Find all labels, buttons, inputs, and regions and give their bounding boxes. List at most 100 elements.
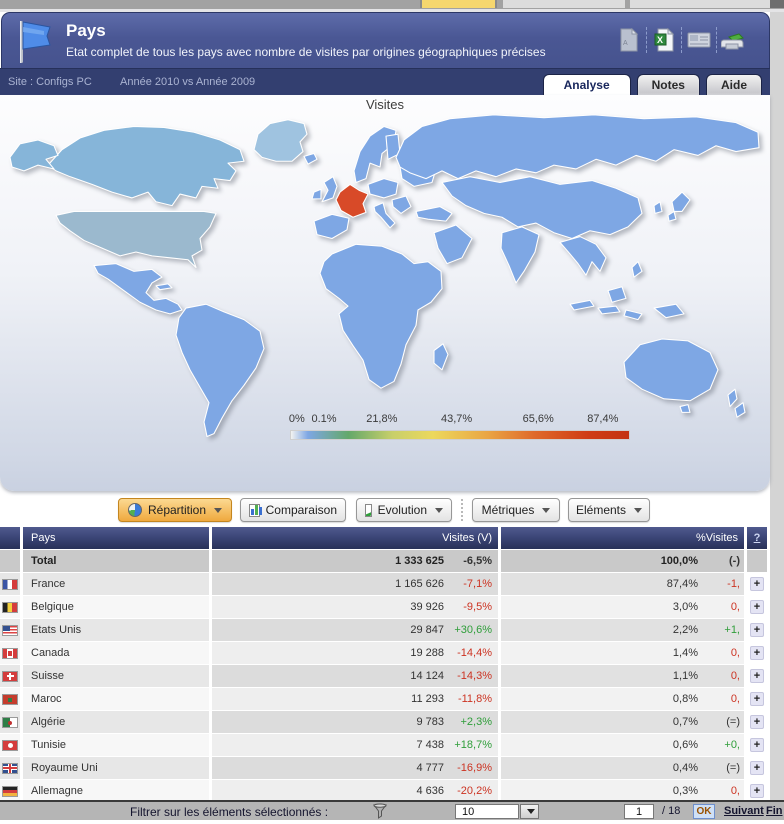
pct-value: 0,3% [672,785,698,797]
caret-down-icon [526,809,535,814]
legend-label: 87,4% [587,413,619,425]
table-row[interactable]: Etats Unis 29 847 +30,6% 2,2% +1, + [0,619,770,641]
pct-value: 1,4% [672,647,698,659]
table-row[interactable]: Suisse 14 124 -14,3% 1,1% 0, + [0,665,770,687]
country-name: Suisse [23,665,209,687]
email-icon[interactable] [686,25,712,55]
tab-notes[interactable]: Notes [636,74,700,95]
visites-evolution: -14,4% [457,647,492,659]
country-name: Canada [23,642,209,664]
excel-export-icon[interactable]: X [651,25,677,55]
table-row[interactable]: Algérie 9 783 +2,3% 0,7% (=) + [0,711,770,733]
header-pct-visites: %Visites [501,527,744,549]
world-choropleth-map[interactable] [4,111,766,456]
button-label: Eléments [575,503,627,517]
map-panel: Visites [0,95,770,491]
pct-value: 3,0% [672,601,698,613]
tab-aide[interactable]: Aide [705,74,762,95]
header-visites: Visites (V) [212,527,498,549]
visites-evolution: +18,7% [454,739,492,751]
icon-separator [716,27,717,53]
visites-value: 1 165 626 [395,578,444,590]
site-label: Site : Configs PC [8,76,92,88]
ok-button[interactable]: OK [693,804,715,819]
visites-evolution: -16,9% [457,762,492,774]
visites-evolution: +30,6% [454,624,492,636]
evolution-button[interactable]: Evolution [356,498,452,522]
country-flag [2,601,18,613]
right-gutter [770,12,784,800]
expand-row-button[interactable]: + [750,669,764,683]
elements-button[interactable]: Eléments [568,498,650,522]
button-label: Métriques [481,503,535,517]
period-label: Année 2010 vs Année 2009 [120,76,256,88]
table-row[interactable]: Canada 19 288 -14,4% 1,4% 0, + [0,642,770,664]
tab-bar: Analyse Notes Aide [537,74,762,95]
legend-label: 0.1% [311,413,337,425]
country-name: Algérie [23,711,209,733]
top-tab[interactable] [630,0,770,8]
page-title: Pays [66,21,106,40]
table-row[interactable]: Allemagne 4 636 -20,2% 0,3% 0, + [0,780,770,802]
comparaison-button[interactable]: Comparaison [240,498,346,522]
button-label: Evolution [377,503,427,517]
total-pages-label: / 18 [662,805,681,817]
header-help-col: ? [747,527,767,549]
caret-down-icon[interactable] [435,507,443,513]
caret-down-icon[interactable] [634,507,643,513]
legend-label: 43,7% [440,413,473,425]
print-icon[interactable] [721,25,747,55]
country-flag [2,716,18,728]
country-flag [2,785,18,797]
toolbar-separator [461,499,463,521]
pct-evolution: (=) [726,762,740,774]
tab-analyse[interactable]: Analyse [542,74,631,95]
countries-table: Pays Visites (V) %Visites ? Total 1 333 … [0,527,770,802]
expand-row-button[interactable]: + [750,761,764,775]
table-row[interactable]: Royaume Uni 4 777 -16,9% 0,4% (=) + [0,757,770,779]
top-tab-active[interactable] [420,0,497,8]
next-page-link[interactable]: Suivant [724,805,764,817]
expand-row-button[interactable]: + [750,623,764,637]
current-page-input[interactable]: 1 [624,804,654,819]
visites-evolution: -20,2% [457,785,492,797]
expand-row-button[interactable]: + [750,738,764,752]
expand-row-button[interactable]: + [750,600,764,614]
visites-value: 4 777 [416,762,444,774]
total-row: Total 1 333 625 -6,5% 100,0% (-) [0,550,770,572]
expand-row-button[interactable]: + [750,784,764,798]
filter-funnel-icon[interactable] [372,803,388,824]
visites-evolution: -14,3% [457,670,492,682]
expand-row-button[interactable]: + [750,577,764,591]
header-pays: Pays [23,527,209,549]
pct-evolution: 0, [730,647,740,659]
expand-row-button[interactable]: + [750,692,764,706]
legend-label: 21,8% [366,413,398,425]
page-size-select[interactable]: 10 [455,804,519,819]
expand-row-button[interactable]: + [750,646,764,660]
metriques-button[interactable]: Métriques [472,498,560,522]
svg-text:X: X [657,35,663,45]
visites-value: 4 636 [416,785,444,797]
caret-down-icon[interactable] [542,507,551,513]
visites-evolution: -11,8% [457,693,492,705]
page-size-dropdown-button[interactable] [520,804,539,819]
table-row[interactable]: France 1 165 626 -7,1% 87,4% -1, + [0,573,770,595]
pct-value: 0,4% [672,762,698,774]
last-page-link[interactable]: Fin [766,805,783,817]
visites-evolution: -7,1% [463,578,492,590]
pct-value: 87,4% [666,578,698,590]
table-row[interactable]: Tunisie 7 438 +18,7% 0,6% +0, + [0,734,770,756]
country-name: Etats Unis [23,619,209,641]
table-row[interactable]: Belgique 39 926 -9,5% 3,0% 0, + [0,596,770,618]
expand-row-button[interactable]: + [750,715,764,729]
caret-down-icon[interactable] [214,507,223,513]
icon-separator [681,27,682,53]
help-link[interactable]: ? [753,532,761,544]
repartition-button[interactable]: Répartition [118,498,232,522]
pdf-export-icon[interactable]: A [616,25,642,55]
country-flag [2,647,18,659]
table-row[interactable]: Maroc 11 293 -11,8% 0,8% 0, + [0,688,770,710]
bar-chart-icon [249,503,262,517]
top-tab[interactable] [503,0,625,8]
